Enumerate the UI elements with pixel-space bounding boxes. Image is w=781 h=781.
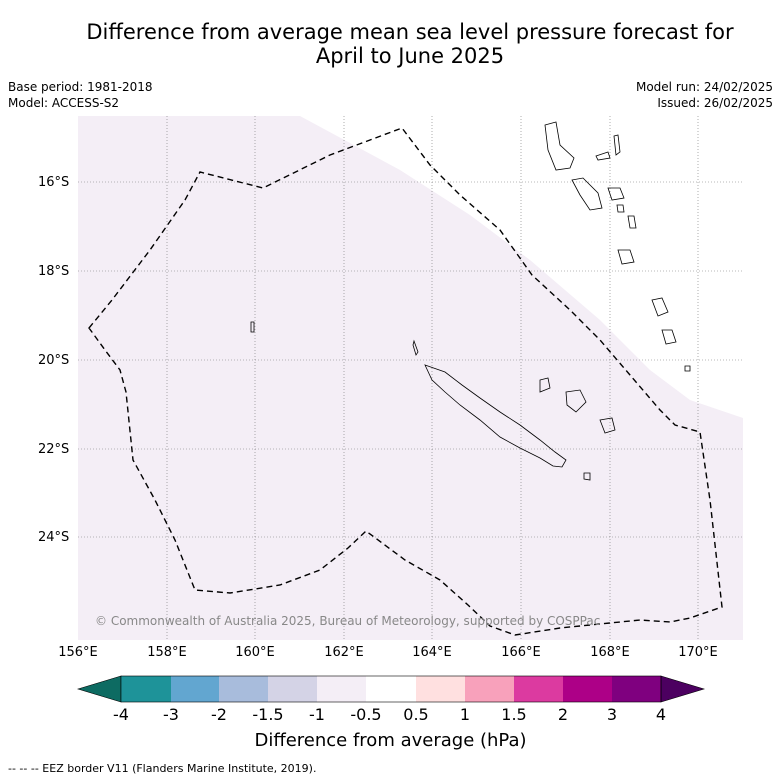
colorbar-tick-label: -4 [113, 705, 129, 724]
colorbar-bin-5 [317, 676, 366, 702]
colorbar-tick-label: 2 [557, 705, 569, 724]
colorbar-bin-4 [268, 676, 317, 702]
lon-label: 162°E [324, 645, 364, 660]
colorbar-bin-2 [171, 676, 219, 702]
colorbar-bin-8 [465, 676, 514, 702]
colorbar-tick-label: 4 [655, 705, 667, 724]
meta-right: Model run: 24/02/2025 Issued: 26/02/2025 [636, 79, 773, 111]
colorbar-tick-label: -2 [211, 705, 227, 724]
lon-label: 170°E [678, 645, 718, 660]
espiritu-santo-island [544, 121, 575, 171]
lon-label: 160°E [235, 645, 275, 660]
lat-label: 18°S [38, 264, 70, 279]
lat-label: 22°S [38, 442, 70, 457]
lat-label: 16°S [38, 175, 70, 190]
colorbar-tick-label: -3 [163, 705, 179, 724]
colorbar-tick-label: 1 [459, 705, 471, 724]
colorbar-bin-1 [121, 676, 171, 702]
colorbar-extend-high [660, 675, 706, 703]
colorbar-bin-10 [563, 676, 612, 702]
model-run: Model run: 24/02/2025 [635, 80, 773, 94]
base-period: Base period: 1981-2018 [8, 80, 153, 94]
map-title-line-1: Difference from average mean sea level p… [86, 20, 734, 44]
lon-label: 168°E [590, 645, 630, 660]
colorbar-title: Difference from average (hPa) [254, 730, 527, 751]
colorbar-bin-9 [514, 676, 563, 702]
model-name: Model: ACCESS-S2 [8, 96, 120, 110]
colorbar-bin-6 [366, 676, 416, 702]
colorbar-tick-label: -1.5 [252, 705, 284, 724]
lon-label: 164°E [412, 645, 452, 660]
colorbar-extend-low [76, 675, 122, 703]
lat-label: 20°S [38, 353, 70, 368]
colorbar-tick-label: 1.5 [501, 705, 527, 724]
anomaly-field-neutral [300, 116, 743, 418]
map-title-line-2: April to June 2025 [315, 44, 505, 68]
colorbar-bin-3 [219, 676, 268, 702]
meta-left: Base period: 1981-2018 Model: ACCESS-S2 [8, 79, 153, 111]
colorbar-tick-label: -1 [309, 705, 325, 724]
eez-legend-note: -- -- -- EEZ border V11 (Flanders Marine… [8, 762, 317, 775]
colorbar [76, 675, 706, 703]
copyright-notice: © Commonwealth of Australia 2025, Bureau… [95, 614, 601, 628]
grande-terre-island [424, 364, 567, 468]
issued-date: Issued: 26/02/2025 [657, 96, 773, 110]
colorbar-tick-label: 3 [606, 705, 618, 724]
colorbar-tick-label: 0.5 [403, 705, 429, 724]
coastlines [250, 121, 691, 481]
lon-label: 166°E [501, 645, 541, 660]
lon-label: 158°E [147, 645, 187, 660]
colorbar-outline [120, 675, 662, 703]
lat-label: 24°S [38, 530, 70, 545]
lon-label: 156°E [58, 645, 98, 660]
colorbar-bin-7 [416, 676, 465, 702]
colorbar-tick-label: -0.5 [350, 705, 382, 724]
colorbar-bin-11 [612, 676, 661, 702]
graticule [78, 116, 743, 640]
